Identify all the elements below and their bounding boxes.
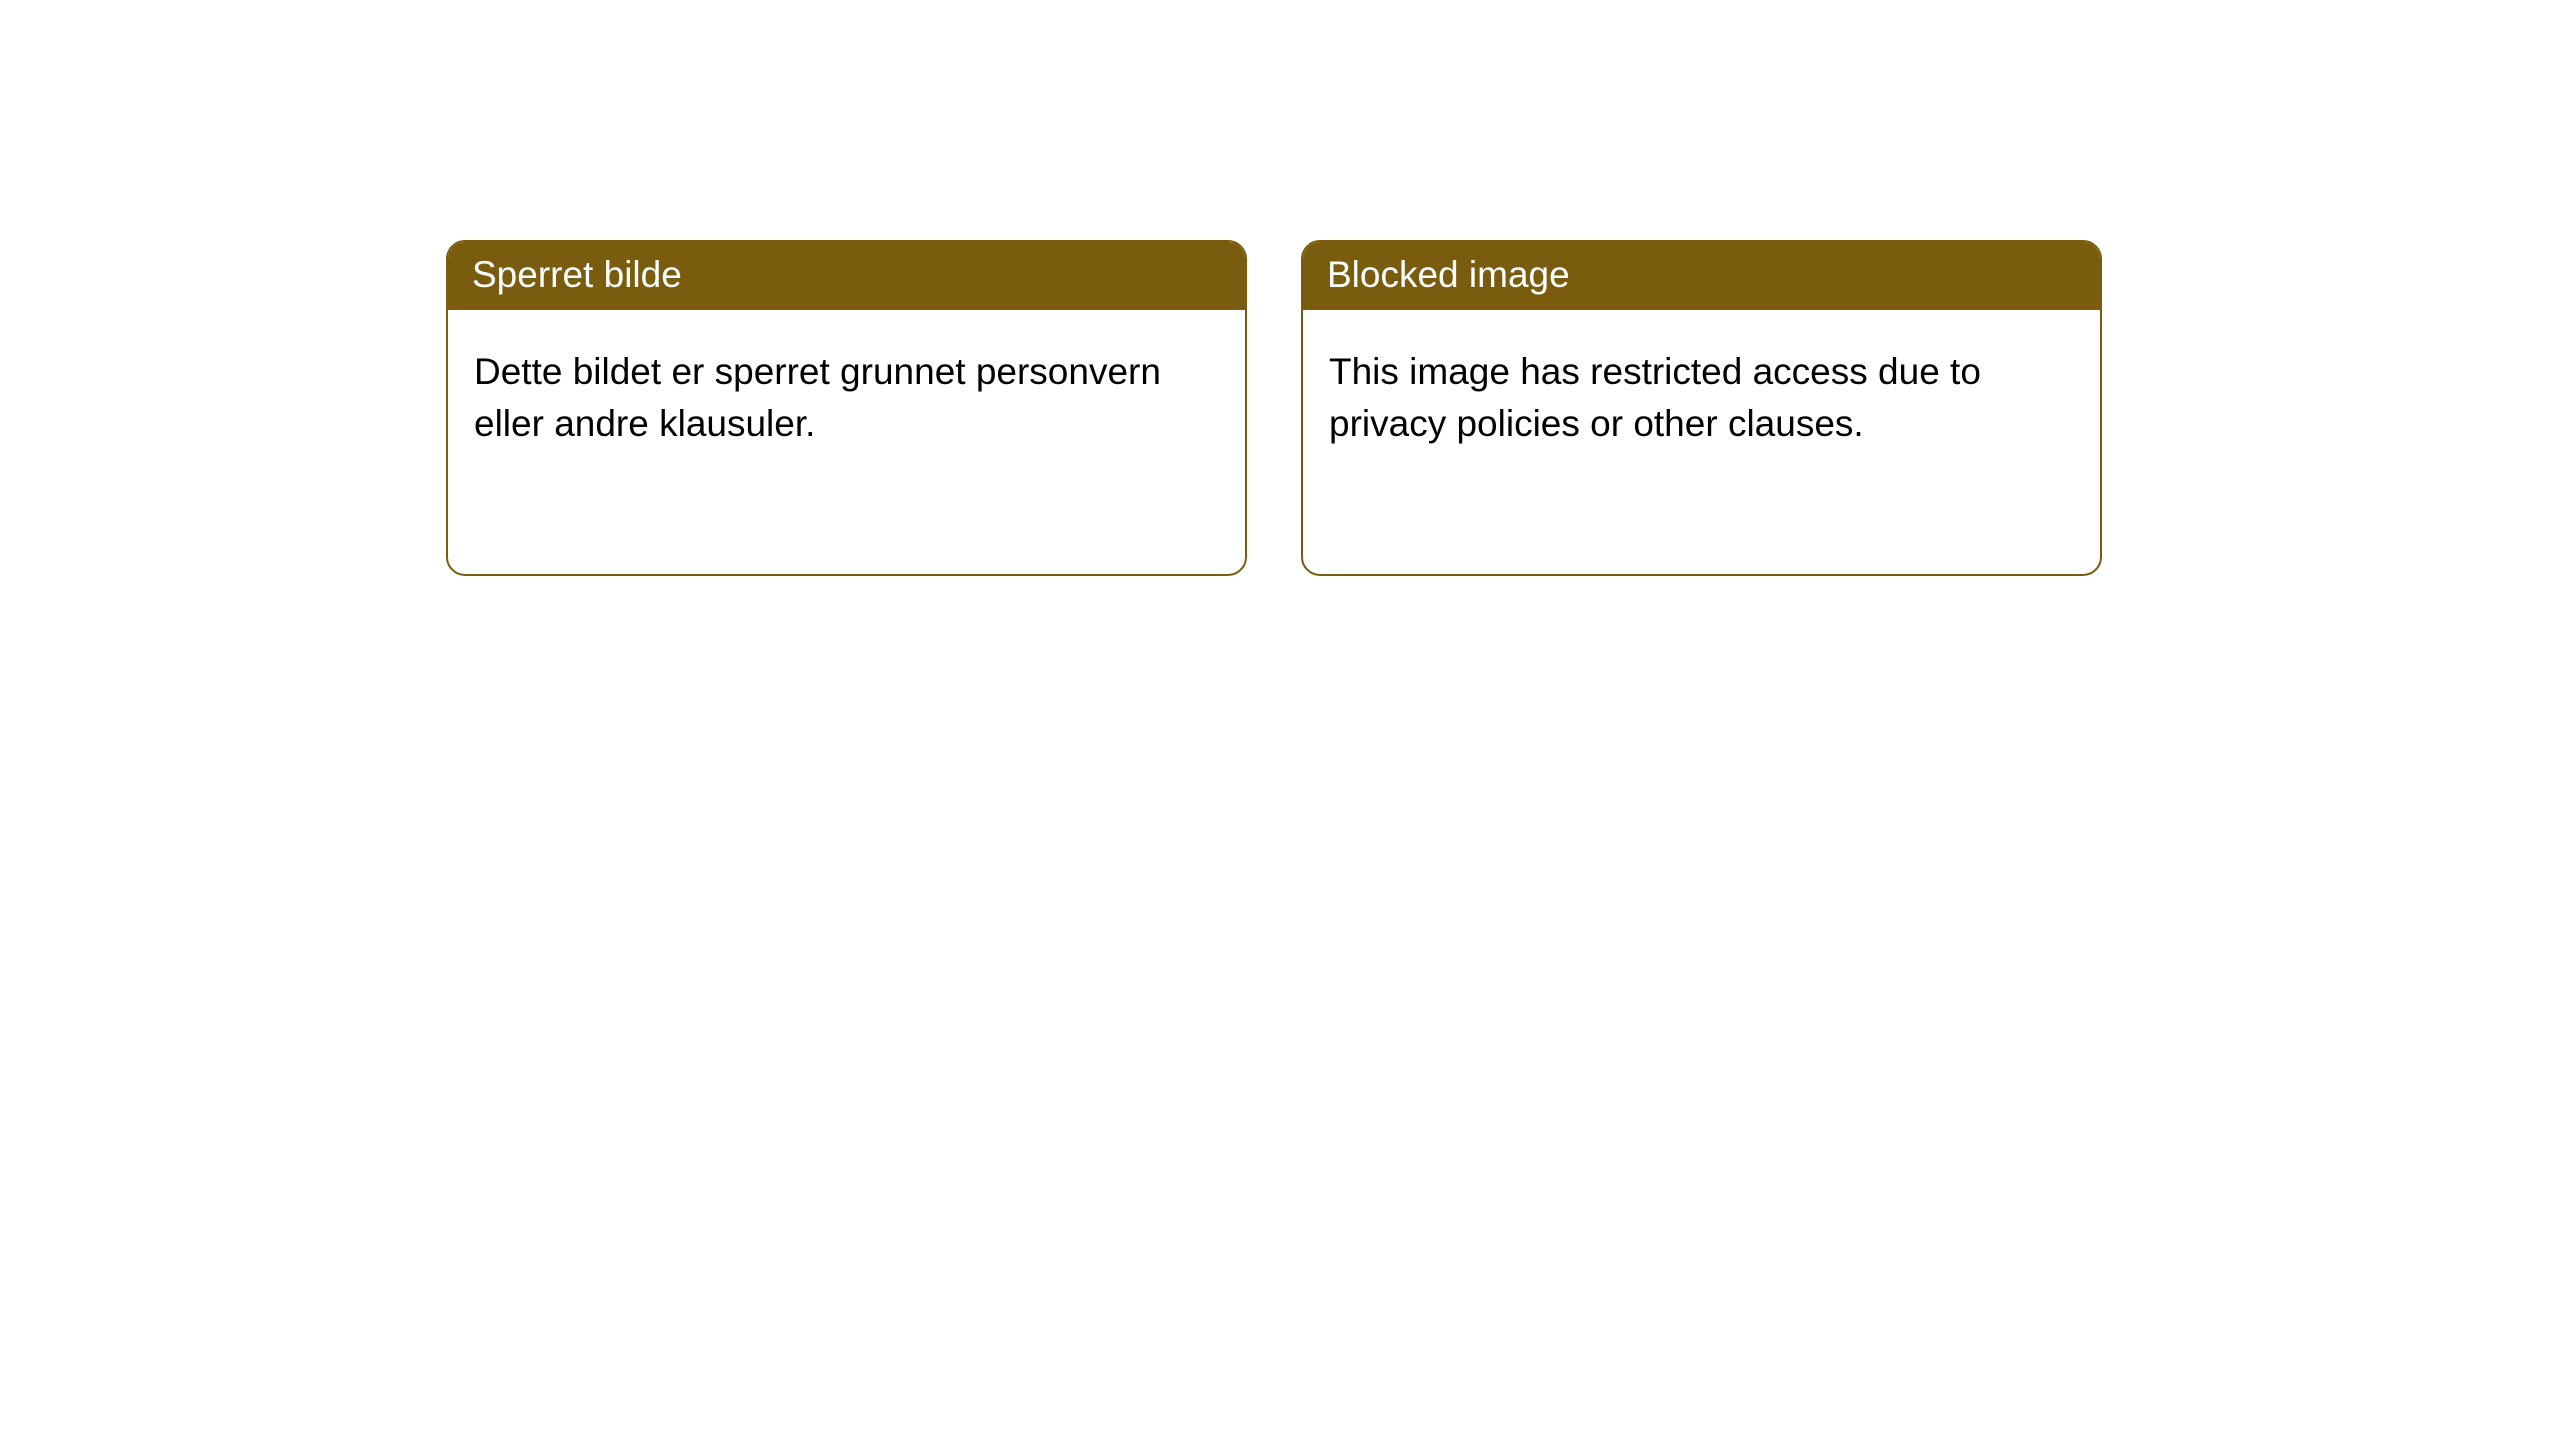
notice-body-text: This image has restricted access due to … (1329, 351, 1981, 444)
notice-header: Sperret bilde (448, 242, 1245, 310)
notices-container: Sperret bilde Dette bildet er sperret gr… (446, 240, 2102, 576)
notice-header: Blocked image (1303, 242, 2100, 310)
notice-title: Blocked image (1327, 254, 1570, 295)
notice-box-norwegian: Sperret bilde Dette bildet er sperret gr… (446, 240, 1247, 576)
notice-title: Sperret bilde (472, 254, 682, 295)
notice-box-english: Blocked image This image has restricted … (1301, 240, 2102, 576)
notice-body: This image has restricted access due to … (1303, 310, 2100, 486)
notice-body: Dette bildet er sperret grunnet personve… (448, 310, 1245, 486)
notice-body-text: Dette bildet er sperret grunnet personve… (474, 351, 1161, 444)
